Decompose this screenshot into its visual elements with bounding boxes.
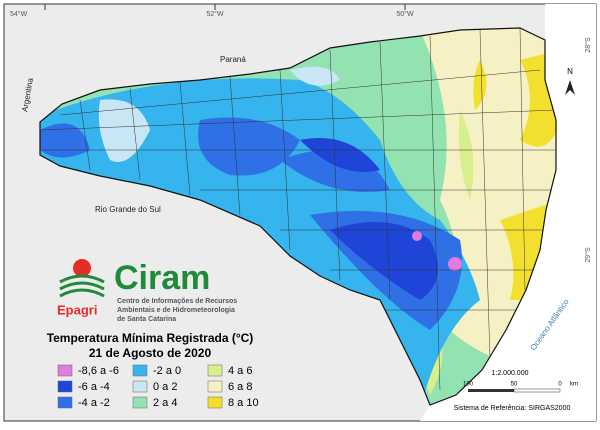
legend-swatch xyxy=(132,380,148,393)
scale-tick: 0 xyxy=(558,382,562,388)
scale-tick: km xyxy=(570,382,578,388)
legend-label: 2 a 4 xyxy=(153,397,177,409)
title: Temperatura Mínima Registrada (°C) xyxy=(47,331,254,345)
logo-desc: Centro de Informações de Recursos xyxy=(117,298,237,305)
legend-label: 8 a 10 xyxy=(228,397,259,409)
legend-swatch xyxy=(132,396,148,409)
reference: Sistema de Referência: SIRGAS2000 xyxy=(454,405,571,412)
ocean xyxy=(420,4,596,421)
legend-label: -4 a -2 xyxy=(78,397,110,409)
scale-tick: 50 xyxy=(511,382,518,388)
legend-label: -8,6 a -6 xyxy=(78,365,119,377)
scale-ratio: 1:2.000.000 xyxy=(492,370,529,377)
lat-label: 29°S xyxy=(584,247,592,263)
subtitle: 21 de Agosto de 2020 xyxy=(89,346,212,360)
north-arrow: N xyxy=(567,67,573,76)
lon-label: 54°W xyxy=(10,10,28,18)
legend-label: 6 a 8 xyxy=(228,381,252,393)
lon-label: 50°W xyxy=(396,10,414,18)
legend-swatch xyxy=(132,364,148,377)
logo-epagri: Epagri xyxy=(57,302,97,317)
legend-label: 4 a 6 xyxy=(228,365,252,377)
temperature-zone xyxy=(98,66,340,162)
temperature-zone xyxy=(300,138,438,300)
logo-ciram: Ciram xyxy=(114,259,210,297)
legend-swatch xyxy=(57,364,73,377)
legend-swatch xyxy=(57,380,73,393)
lon-label: 52°W xyxy=(206,10,224,18)
legend-swatch xyxy=(207,380,223,393)
logo-desc: de Santa Catarina xyxy=(117,316,176,323)
municipal-borders xyxy=(40,28,556,391)
temperature-zone xyxy=(473,50,556,300)
lat-label: 28°S xyxy=(584,37,592,53)
legend-label: -2 a 0 xyxy=(153,365,181,377)
temperature-zone xyxy=(412,231,462,271)
place-label: Rio Grande do Sul xyxy=(95,205,161,214)
legend-swatch xyxy=(207,364,223,377)
scale-tick: 100 xyxy=(463,382,474,388)
logo: Epagri Ciram Centro de Informações de Re… xyxy=(57,259,237,323)
legend-swatch xyxy=(57,396,73,409)
legend-swatch xyxy=(207,396,223,409)
place-label: Paraná xyxy=(220,55,246,64)
legend-label: 0 a 2 xyxy=(153,381,177,393)
logo-desc: Ambientais e de Hidrometeorologia xyxy=(117,307,235,314)
legend-label: -6 a -4 xyxy=(78,381,110,393)
